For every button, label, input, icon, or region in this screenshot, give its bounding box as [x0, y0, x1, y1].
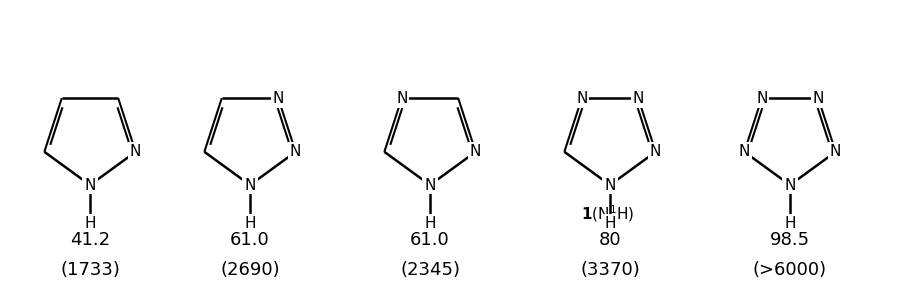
Text: (2690): (2690) — [220, 261, 280, 279]
Text: N: N — [784, 178, 796, 192]
Text: (1733): (1733) — [60, 261, 120, 279]
Text: H: H — [424, 215, 436, 230]
Text: N: N — [244, 178, 256, 192]
Text: N: N — [756, 91, 768, 106]
Text: (>6000): (>6000) — [753, 261, 827, 279]
Text: N: N — [830, 144, 842, 159]
Text: N: N — [424, 178, 436, 192]
Text: (3370): (3370) — [580, 261, 640, 279]
Text: 41.2: 41.2 — [70, 231, 110, 249]
Text: N: N — [273, 91, 284, 106]
Text: N: N — [130, 144, 141, 159]
Text: H: H — [604, 215, 616, 230]
Text: 61.0: 61.0 — [410, 231, 450, 249]
Text: N: N — [576, 91, 588, 106]
Text: H: H — [784, 215, 796, 230]
Text: N: N — [739, 144, 750, 159]
Text: N: N — [633, 91, 643, 106]
Text: 61.0: 61.0 — [230, 231, 270, 249]
Text: 98.5: 98.5 — [770, 231, 810, 249]
Text: N: N — [290, 144, 302, 159]
Text: (2345): (2345) — [400, 261, 460, 279]
Text: N: N — [604, 178, 616, 192]
Text: $\mathbf{1}$(N$^{1}$H): $\mathbf{1}$(N$^{1}$H) — [581, 204, 634, 224]
Text: N: N — [396, 91, 408, 106]
Text: N: N — [85, 178, 95, 192]
Text: H: H — [244, 215, 256, 230]
Text: H: H — [85, 215, 95, 230]
Text: N: N — [470, 144, 482, 159]
Text: N: N — [650, 144, 662, 159]
Text: N: N — [813, 91, 824, 106]
Text: 80: 80 — [598, 231, 621, 249]
